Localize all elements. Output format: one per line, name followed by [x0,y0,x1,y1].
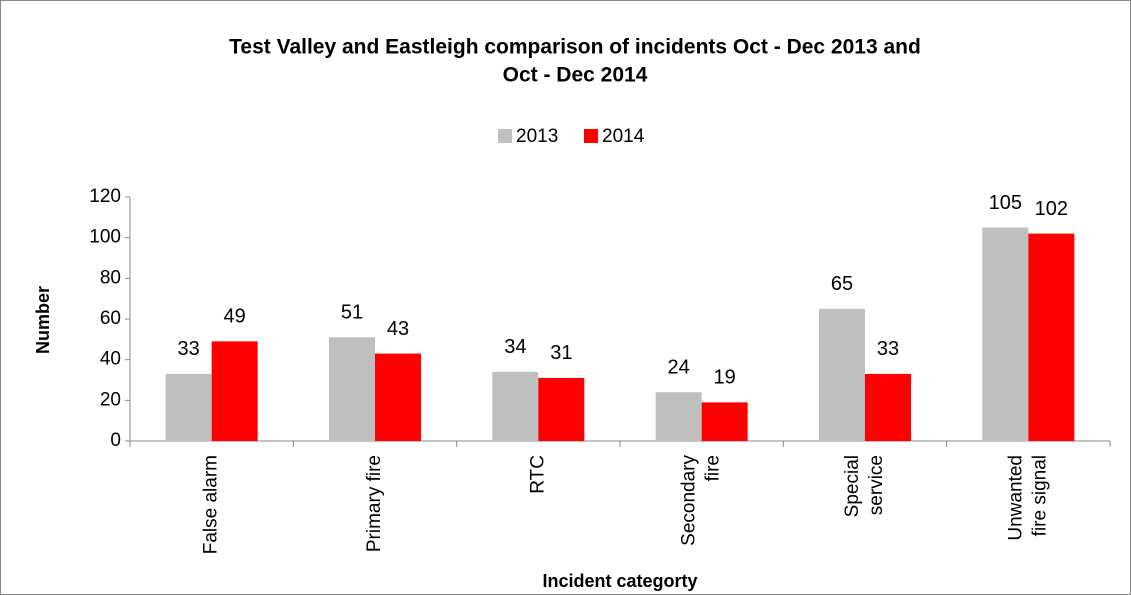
bar [819,308,865,441]
value-label: 19 [714,367,736,389]
value-label: 24 [668,356,690,378]
x-tick-label: Unwanted fire signal [1005,455,1050,541]
y-tick-label: 100 [89,227,121,248]
bar [865,373,911,441]
bar [538,377,585,441]
bar [492,371,539,441]
x-tick-label: Secondary fire [679,455,724,546]
value-label: 51 [341,302,363,324]
y-axis-title: Number [33,286,53,354]
bar [701,402,748,441]
x-tick-label: False alarm [201,455,222,554]
y-tick-label: 120 [89,186,121,207]
value-label: 33 [178,338,200,360]
value-label: 65 [831,273,853,295]
x-tick-label: Special service [842,455,887,517]
y-tick-label: 40 [100,349,121,370]
value-label: 33 [877,338,899,360]
bar [982,227,1029,441]
y-tick-label: 0 [110,430,121,451]
value-label: 102 [1035,198,1068,220]
value-label: 49 [224,306,246,328]
x-tick-label: RTC [527,455,548,494]
legend-swatch [498,129,512,143]
legend-swatch [584,129,598,143]
x-tick-label: Primary fire [364,455,385,552]
y-tick-label: 20 [100,389,121,410]
bar [165,373,212,441]
bar [211,341,258,441]
bar [329,337,375,441]
bar [375,353,421,441]
chart-title: Test Valley and Eastleigh comparison of … [229,36,921,59]
value-label: 43 [387,318,409,340]
legend-label: 2013 [516,126,558,147]
value-label: 34 [504,336,526,358]
x-axis-title: Incident categorty [542,571,697,591]
legend-label: 2014 [602,126,645,147]
value-label: 31 [550,342,572,364]
y-tick-label: 80 [100,267,121,288]
y-tick-label: 60 [100,308,121,329]
bar [655,392,702,441]
value-label: 105 [989,192,1022,214]
chart-title: Oct - Dec 2014 [503,64,648,87]
bar [1028,233,1075,441]
